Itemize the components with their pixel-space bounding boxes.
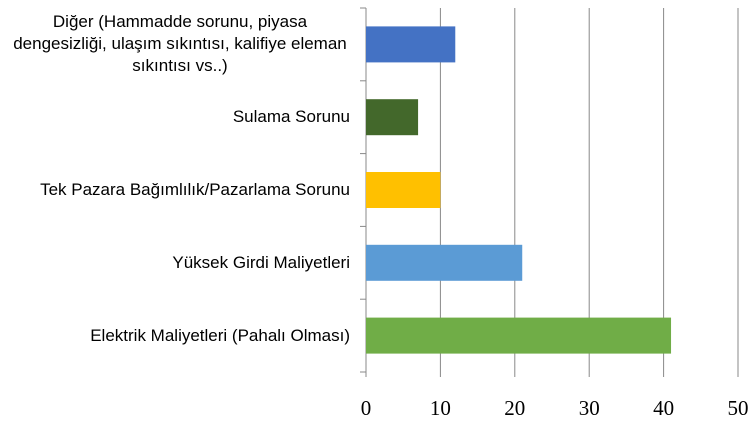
x-tick-label: 10 [430,396,451,420]
bar [366,317,672,354]
category-text: Sulama Sorunu [232,107,350,127]
bar [366,172,441,208]
x-tick-label: 50 [728,396,749,420]
y-tick-label: Tek Pazara Bağımlılık/Pazarlama Sorunu [0,150,350,230]
y-tick-label: Sulama Sorunu [0,77,350,157]
bar [366,99,419,136]
category-text: Yüksek Girdi Maliyetleri [172,252,350,272]
category-text: Tek Pazara Bağımlılık/Pazarlama Sorunu [40,180,350,199]
bar [366,26,456,63]
x-tick-label: 40 [653,396,674,420]
x-tick-label: 30 [579,396,600,420]
category-text: Diğer (Hammadde sorunu, piyasa dengesizl… [13,12,347,76]
y-tick-label: Elektrik Maliyetleri (Pahalı Olması) [0,296,350,376]
x-tick-label: 0 [361,396,372,420]
y-tick-label: Yüksek Girdi Maliyetleri [0,223,350,303]
y-tick-label: Diğer (Hammadde sorunu, piyasa dengesizl… [0,4,350,84]
x-tick-label: 20 [504,396,525,420]
bar [366,244,523,281]
category-text: Elektrik Maliyetleri (Pahalı Olması) [90,325,350,345]
